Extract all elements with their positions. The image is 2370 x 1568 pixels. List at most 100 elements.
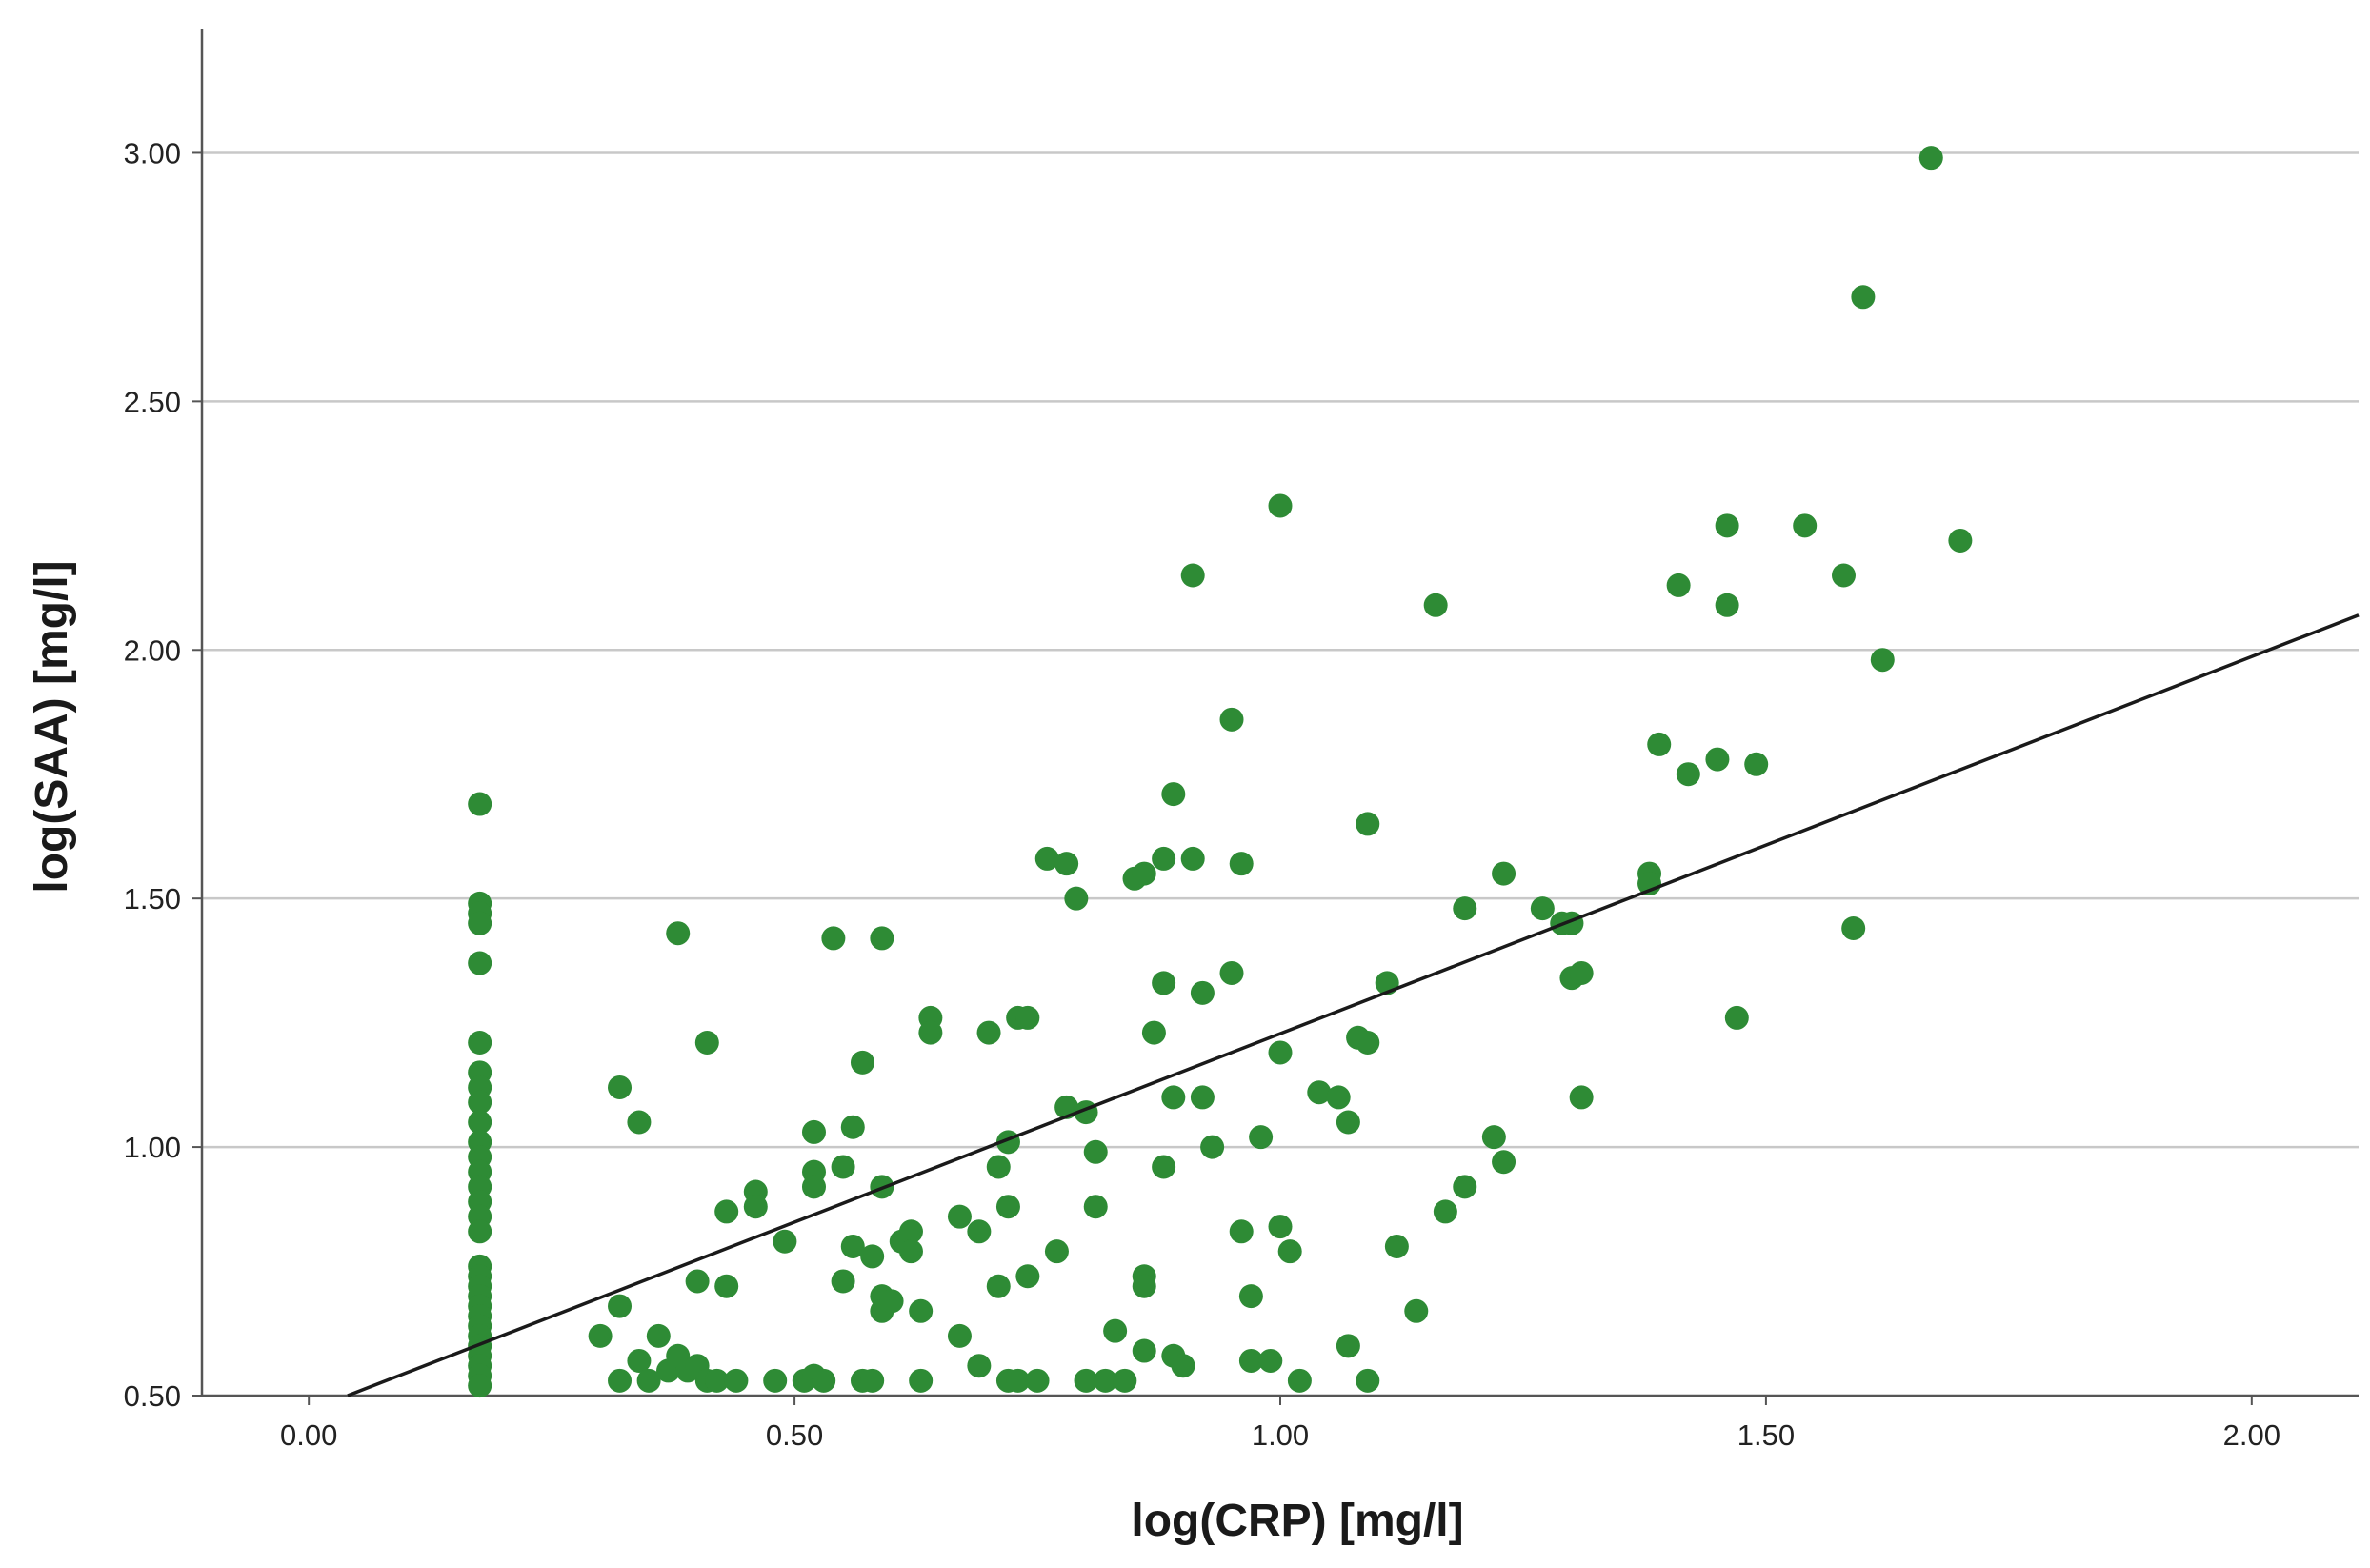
fit-line-layer (347, 613, 2360, 1397)
data-point (879, 1289, 904, 1314)
data-point (1918, 146, 1943, 171)
data-point (986, 1274, 1011, 1298)
data-point (1171, 1354, 1195, 1378)
data-point (1015, 1264, 1040, 1289)
data-point (468, 1090, 492, 1115)
data-point (1492, 861, 1516, 886)
data-point (627, 1110, 652, 1135)
data-point (898, 1219, 923, 1244)
data-point (1229, 1219, 1254, 1244)
data-point (1724, 1005, 1749, 1030)
data-point (831, 1269, 855, 1294)
data-point (1277, 1239, 1302, 1264)
data-point (1219, 960, 1244, 985)
data-point (1356, 1368, 1380, 1393)
data-point (608, 1294, 633, 1318)
data-point (646, 1323, 671, 1348)
data-point (705, 1368, 730, 1393)
y-tick-label: 1.00 (124, 1131, 181, 1164)
data-point (801, 1119, 826, 1144)
data-point (1132, 1338, 1156, 1363)
data-point (627, 1348, 652, 1373)
data-point (1841, 915, 1866, 940)
data-point (840, 1115, 865, 1139)
data-point (918, 1020, 943, 1045)
data-point (1481, 1125, 1506, 1150)
data-point (909, 1298, 934, 1323)
data-point (1249, 1125, 1274, 1150)
data-point (1200, 1135, 1225, 1159)
data-point (1141, 1020, 1166, 1045)
x-tick-label: 0.00 (280, 1418, 337, 1452)
y-tick-label: 3.00 (124, 136, 181, 170)
data-point (1676, 762, 1700, 787)
data-point (1356, 1031, 1380, 1055)
x-tick-label: 2.00 (2223, 1418, 2280, 1452)
data-point (1705, 747, 1730, 772)
x-tick-label: 1.00 (1252, 1418, 1309, 1452)
data-point (1219, 707, 1244, 732)
data-point (850, 1050, 874, 1075)
data-point (1404, 1298, 1429, 1323)
data-point (1025, 1368, 1050, 1393)
data-point (1268, 1040, 1293, 1065)
data-point (1433, 1199, 1457, 1224)
data-point (636, 1368, 661, 1393)
data-point (1190, 980, 1215, 1005)
data-point (1064, 886, 1089, 911)
data-point (1530, 896, 1555, 921)
data-point (1238, 1348, 1263, 1373)
data-point (1307, 1080, 1332, 1105)
data-point (840, 1234, 865, 1258)
data-point (1287, 1368, 1312, 1393)
data-point (468, 951, 492, 975)
data-point (1569, 1085, 1594, 1110)
data-point (1569, 960, 1594, 985)
data-point (1152, 1155, 1176, 1179)
data-point (967, 1354, 992, 1378)
y-axis-ticks: 0.50 1.00 1.50 2.00 2.50 3.00 (124, 136, 202, 1413)
data-point (588, 1323, 613, 1348)
data-point (1453, 896, 1477, 921)
data-point (1093, 1368, 1117, 1393)
data-point (1083, 1195, 1108, 1219)
data-point (1258, 1348, 1283, 1373)
data-point (860, 1244, 885, 1269)
y-tick-label: 1.50 (124, 882, 181, 915)
data-point (1948, 528, 1973, 553)
data-point (821, 926, 846, 951)
data-point (1132, 1274, 1156, 1298)
data-point (1492, 1150, 1516, 1175)
data-point (1336, 1110, 1360, 1135)
data-point (1006, 1368, 1031, 1393)
y-axis-title: log(SAA) [mg/l] (27, 560, 77, 893)
data-point (1083, 1139, 1108, 1164)
data-point (1161, 1085, 1186, 1110)
data-point (976, 1020, 1001, 1045)
data-point (1831, 563, 1856, 588)
data-point (1074, 1368, 1098, 1393)
axes (200, 29, 2359, 1397)
data-points (468, 146, 1973, 1398)
data-point (1152, 971, 1176, 995)
data-point (666, 921, 691, 946)
data-point (1715, 593, 1739, 617)
data-point (947, 1323, 972, 1348)
data-point (801, 1175, 826, 1199)
data-point (1453, 1175, 1477, 1199)
data-point (1423, 593, 1448, 617)
data-point (685, 1269, 710, 1294)
x-tick-label: 0.50 (766, 1418, 823, 1452)
data-point (1015, 1005, 1040, 1030)
data-point (1326, 1085, 1351, 1110)
data-point (468, 1031, 492, 1055)
data-point (694, 1031, 719, 1055)
data-point (831, 1155, 855, 1179)
data-point (608, 1075, 633, 1099)
grid-lines (202, 151, 2359, 1149)
data-point (1744, 752, 1769, 776)
data-point (1268, 493, 1293, 518)
data-point (1336, 1334, 1360, 1358)
data-point (1190, 1085, 1215, 1110)
